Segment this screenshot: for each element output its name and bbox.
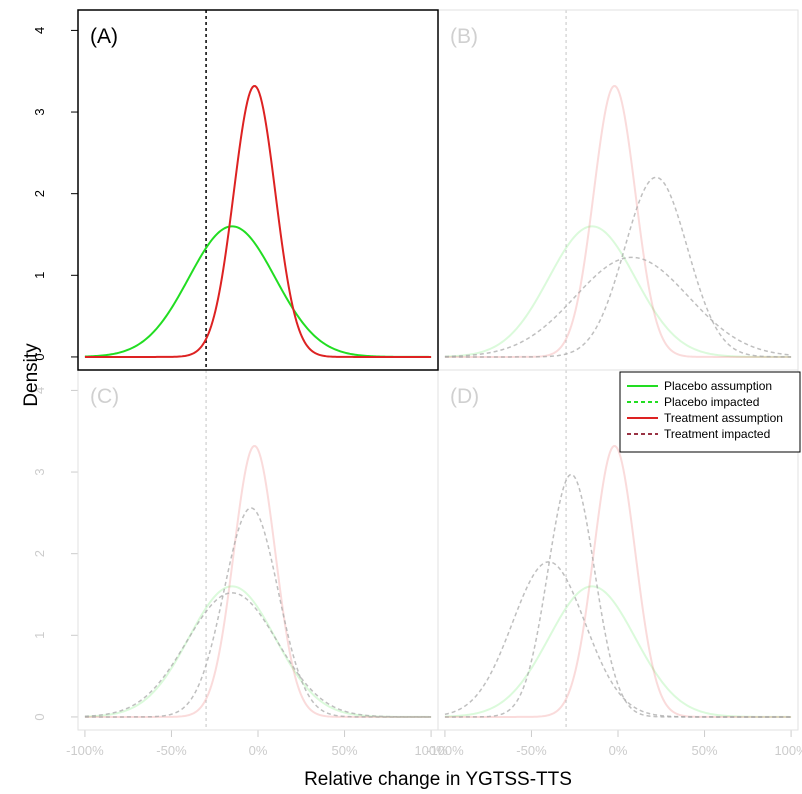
- y-tick-label-a-0: 0: [32, 353, 47, 360]
- series-line-c-placebo-assumption: [84, 585, 432, 718]
- x-tick-label-c-1: -50%: [156, 743, 187, 758]
- x-tick-label-d-3: 50%: [692, 743, 718, 758]
- series-line-b-treatment-assumption: [444, 84, 792, 358]
- x-tick-label-c-4: 100%: [414, 743, 448, 758]
- y-tick-label-a-3: 3: [32, 108, 47, 115]
- y-tick-label-c-3: 3: [32, 468, 47, 475]
- x-tick-label-c-2: 0%: [249, 743, 268, 758]
- panel-frame-a: [77, 9, 439, 371]
- x-tick-label-d-2: 0%: [609, 743, 628, 758]
- series-line-c-placebo-impacted: [84, 592, 432, 718]
- panel-frame-b: [437, 9, 799, 371]
- series-line-a-placebo-assumption: [84, 225, 432, 358]
- y-tick-label-c-1: 1: [32, 632, 47, 639]
- panel-label-c: (C): [90, 385, 119, 408]
- panel-label-a: (A): [90, 25, 118, 48]
- panel-b: (B): [437, 9, 799, 371]
- legend-label-treatment-assumption: Treatment assumption: [664, 411, 783, 425]
- y-tick-label-c-0: 0: [32, 713, 47, 720]
- legend: Placebo assumption Placebo impacted Trea…: [619, 371, 801, 453]
- panel-label-b: (B): [450, 25, 478, 48]
- x-tick-label-d-4: 100%: [774, 743, 802, 758]
- panel-label-d: (D): [450, 385, 479, 408]
- x-tick-label-c-0: -100%: [66, 743, 104, 758]
- legend-label-placebo-impacted: Placebo impacted: [664, 395, 759, 409]
- series-line-b-treatment-impacted: [444, 176, 792, 358]
- y-tick-label-a-4: 4: [32, 27, 47, 34]
- panel-frame-c: [77, 369, 439, 731]
- series-line-d-placebo-impacted: [444, 561, 792, 718]
- panel-frame-d: [437, 369, 799, 731]
- series-line-b-placebo-impacted: [444, 256, 792, 358]
- x-axis-title: Relative change in YGTSS-TTS: [304, 769, 572, 790]
- series-line-d-treatment-impacted: [444, 473, 792, 718]
- series-line-a-treatment-assumption: [84, 84, 432, 358]
- y-axis-title: Density: [21, 343, 42, 407]
- series-line-d-placebo-assumption: [444, 585, 792, 718]
- y-tick-label-c-4: 4: [32, 387, 47, 394]
- y-tick-label-c-2: 2: [32, 550, 47, 557]
- panel-c: (C) 0 1 2 3 4 -100% -50% 0% 50% 100%: [32, 369, 448, 758]
- legend-label-placebo-assumption: Placebo assumption: [664, 379, 772, 393]
- series-line-d-treatment-assumption: [444, 444, 792, 718]
- y-tick-label-a-2: 2: [32, 190, 47, 197]
- series-line-b-placebo-assumption: [444, 225, 792, 358]
- panel-a: (A) 0 1 2 3 4: [32, 9, 439, 371]
- series-line-c-treatment-impacted: [84, 507, 432, 718]
- x-tick-label-c-3: 50%: [332, 743, 358, 758]
- x-tick-label-d-0: -100%: [426, 743, 464, 758]
- legend-label-treatment-impacted: Treatment impacted: [664, 427, 770, 441]
- series-line-c-treatment-assumption: [84, 444, 432, 718]
- x-tick-label-d-1: -50%: [516, 743, 547, 758]
- panel-d: (D) -100% -50% 0% 50% 100%: [426, 369, 802, 758]
- y-tick-label-a-1: 1: [32, 272, 47, 279]
